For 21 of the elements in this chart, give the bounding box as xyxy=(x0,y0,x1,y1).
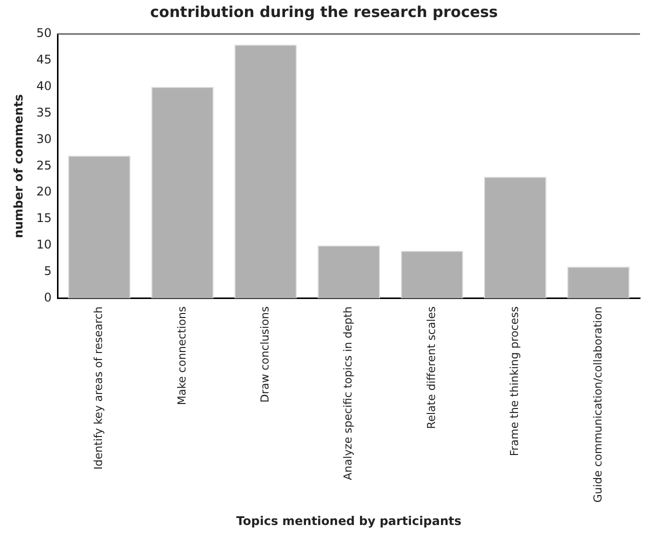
x-axis-title: Topics mentioned by participants xyxy=(236,514,462,528)
x-tick-label: Relate different scales xyxy=(424,306,438,429)
x-tick-label: Analyze specific topics in depth xyxy=(342,306,355,480)
x-tick-label: Draw conclusions xyxy=(258,306,272,403)
y-tick-label: 0 xyxy=(44,290,52,304)
x-tick-label: Make connections xyxy=(175,306,188,406)
y-tick-label: 40 xyxy=(36,78,52,93)
y-tick-label: 25 xyxy=(36,158,52,172)
y-axis-title: number of comments xyxy=(11,94,26,238)
x-tick-label: Frame the thinking process xyxy=(508,306,522,456)
y-tick-label: 20 xyxy=(36,184,52,199)
y-tick-label: 10 xyxy=(36,238,52,252)
x-tick-label: Guide communication/collaboration xyxy=(591,306,604,503)
x-tick-label: Identify key areas of research xyxy=(92,306,106,470)
y-tick-label: 45 xyxy=(36,52,52,67)
y-tick-label: 30 xyxy=(36,132,52,146)
y-tick-label: 5 xyxy=(44,264,52,278)
y-tick-label: 50 xyxy=(36,26,52,40)
y-tick-label: 15 xyxy=(36,211,52,226)
chart-title: contribution during the research process xyxy=(150,2,498,21)
y-tick-label: 35 xyxy=(36,105,52,120)
